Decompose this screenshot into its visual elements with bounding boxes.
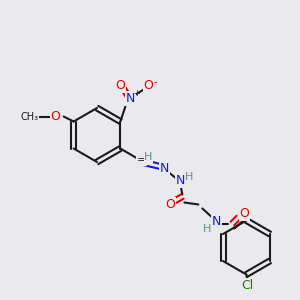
Text: O: O bbox=[239, 207, 249, 220]
Text: N: N bbox=[212, 215, 221, 228]
Text: O: O bbox=[165, 198, 175, 211]
Text: CH₃: CH₃ bbox=[21, 112, 39, 122]
Text: N: N bbox=[176, 174, 185, 187]
Text: O: O bbox=[143, 79, 153, 92]
Text: +: + bbox=[133, 89, 140, 98]
Text: Cl: Cl bbox=[241, 279, 254, 292]
Text: O: O bbox=[116, 79, 125, 92]
Text: H: H bbox=[144, 152, 153, 163]
Text: H: H bbox=[185, 172, 194, 182]
Text: H: H bbox=[203, 224, 212, 235]
Text: N: N bbox=[126, 92, 135, 105]
Text: O: O bbox=[51, 110, 61, 123]
Text: -: - bbox=[154, 77, 157, 88]
Text: =: = bbox=[137, 155, 146, 166]
Text: N: N bbox=[160, 162, 169, 175]
